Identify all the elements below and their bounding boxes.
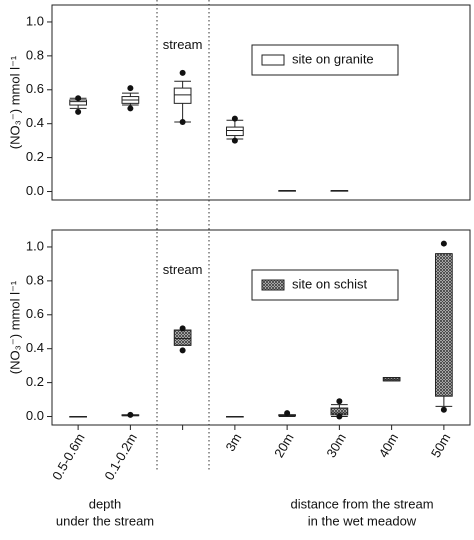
outlier-dot [336, 413, 343, 420]
x-tick-label: 40m [376, 431, 402, 460]
outlier-dot [179, 119, 186, 125]
legend-label: site on schist [292, 276, 368, 291]
outlier-dot [231, 137, 238, 144]
outlier-dot [440, 240, 447, 247]
outlier-dot [179, 347, 186, 354]
plot-frame [51, 4, 471, 201]
outlier-dot [440, 406, 447, 413]
outlier-dot [336, 398, 343, 405]
y-tick-label: 0.6 [26, 306, 44, 321]
box [226, 126, 244, 137]
outlier-dot [127, 411, 134, 418]
legend-swatch [261, 279, 285, 291]
outlier-dot [127, 105, 134, 112]
outlier-dot [179, 325, 186, 332]
y-tick-label: 0.4 [26, 340, 44, 355]
outlier-dot [75, 95, 82, 102]
x-tick-label: 3m [222, 431, 244, 454]
y-tick-label: 0.2 [26, 149, 44, 164]
box [435, 253, 453, 397]
group-label: distance from the stream [290, 496, 433, 511]
annotation: stream [163, 37, 203, 52]
y-tick-label: 0.0 [26, 183, 44, 198]
x-tick-label: 0.5-0.6m [49, 431, 88, 483]
x-tick-label: 0.1-0.2m [101, 431, 140, 483]
group-label: under the stream [56, 513, 154, 528]
box [173, 87, 192, 104]
group-label: depth [89, 496, 122, 511]
legend-label: site on granite [292, 51, 374, 66]
y-axis-label: (NO₃⁻) mmol l⁻¹ [7, 55, 22, 149]
y-tick-label: 1.0 [26, 238, 44, 253]
box [173, 329, 192, 346]
outlier-dot [127, 85, 134, 92]
outlier-dot [231, 115, 238, 122]
x-tick-label: 20m [271, 431, 297, 460]
legend-frame [251, 269, 399, 301]
outlier-dot [75, 108, 82, 115]
y-tick-label: 0.8 [26, 272, 44, 287]
y-tick-label: 0.0 [26, 408, 44, 423]
y-tick-label: 0.2 [26, 374, 44, 389]
y-axis-label: (NO₃⁻) mmol l⁻¹ [7, 280, 22, 374]
y-tick-label: 1.0 [26, 13, 44, 28]
group-label: in the wet meadow [308, 513, 417, 528]
legend-frame [251, 44, 399, 76]
y-tick-label: 0.8 [26, 47, 44, 62]
outlier-dot [284, 410, 291, 417]
legend-swatch [261, 54, 285, 66]
x-tick-label: 50m [428, 431, 454, 460]
y-tick-label: 0.4 [26, 115, 44, 130]
y-tick-label: 0.6 [26, 81, 44, 96]
annotation: stream [163, 262, 203, 277]
plot-frame [51, 229, 471, 426]
outlier-dot [179, 69, 186, 76]
x-tick-label: 30m [323, 431, 349, 460]
